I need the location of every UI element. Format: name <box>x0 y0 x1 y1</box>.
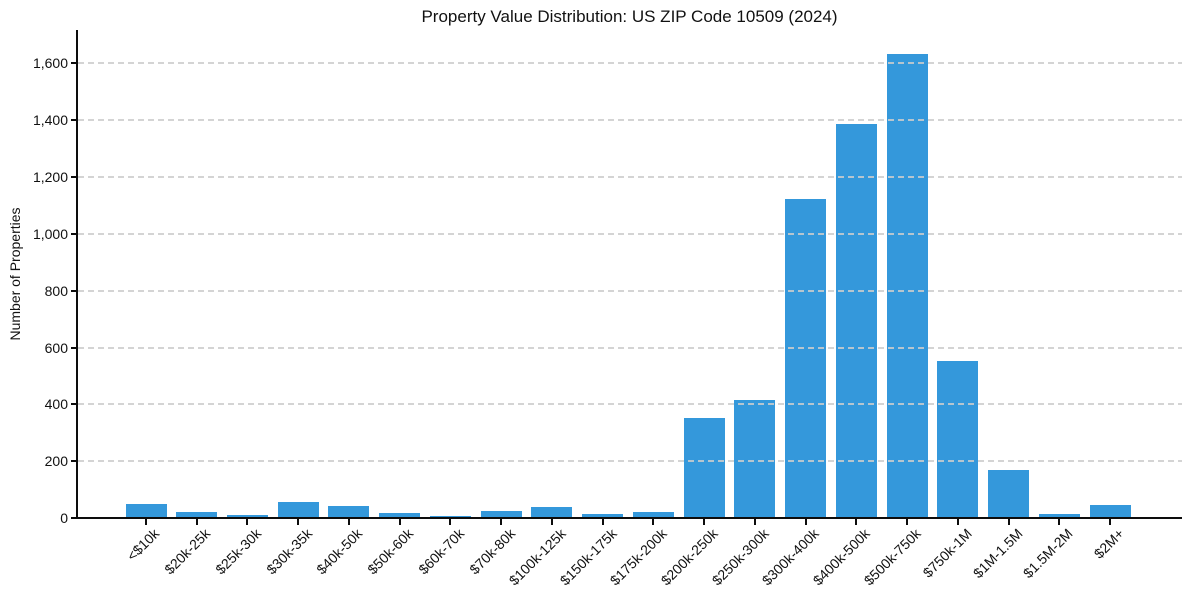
x-tick-mark <box>652 519 655 525</box>
gridline-400 <box>78 403 1182 406</box>
x-tick-mark <box>1058 519 1061 525</box>
x-tick-mark <box>398 519 401 525</box>
x-tick-label: $2M+ <box>1090 525 1127 562</box>
x-tick-label: $750k-1M <box>919 525 975 581</box>
x-tick-mark <box>347 519 350 525</box>
bar-$60k-70k <box>429 516 471 518</box>
y-tick-label: 1,400 <box>32 112 68 129</box>
y-tick-mark <box>71 289 76 292</box>
bar-$1M-1.5M <box>988 469 1030 518</box>
x-tick-mark <box>246 519 249 525</box>
y-tick-label: 1,200 <box>32 169 68 186</box>
y-tick-label: 1,000 <box>32 225 68 242</box>
x-tick-mark <box>804 519 807 525</box>
x-tick-label: $1M-1.5M <box>969 525 1026 582</box>
bar-$250k-300k <box>734 400 776 518</box>
x-tick-mark <box>145 519 147 525</box>
bar-$150k-175k <box>582 513 624 518</box>
bar-$30k-35k <box>277 502 319 518</box>
bar-$200k-250k <box>683 417 725 518</box>
gridline-200 <box>78 460 1182 463</box>
bar-$500k-750k <box>886 54 928 518</box>
bar-$750k-1M <box>937 361 979 518</box>
x-tick-label: $1.5M-2M <box>1020 525 1076 582</box>
y-tick-label: 0 <box>60 510 68 526</box>
y-tick-label: 200 <box>44 453 68 470</box>
y-tick-mark <box>71 119 76 122</box>
bar-$40k-50k <box>328 506 370 518</box>
gridline-1,000 <box>78 232 1182 235</box>
y-tick-mark <box>71 232 76 235</box>
x-axis-spine <box>76 517 1182 519</box>
x-tick-mark <box>956 519 959 525</box>
x-tick-mark <box>449 519 452 525</box>
x-tick-label: $40k-50k <box>313 525 366 578</box>
x-tick-mark <box>855 519 858 525</box>
bar-<$10k <box>125 504 167 518</box>
x-tick-label: $50k-60k <box>364 525 417 578</box>
bar-$25k-30k <box>226 515 268 518</box>
gridline-800 <box>78 289 1182 292</box>
gridline-1,200 <box>78 176 1182 179</box>
bar-$2M+ <box>1089 504 1131 518</box>
x-tick-mark <box>550 519 553 525</box>
y-tick-label: 800 <box>44 282 68 299</box>
y-tick-mark <box>71 62 76 65</box>
bar-$400k-500k <box>835 124 877 518</box>
x-tick-mark <box>906 519 909 525</box>
x-tick-mark <box>297 519 300 525</box>
x-tick-mark <box>601 519 604 525</box>
bar-$175k-200k <box>632 512 674 518</box>
x-tick-mark <box>195 519 198 525</box>
gridline-600 <box>78 346 1182 349</box>
x-tick-label: $20k-25k <box>161 525 214 578</box>
bar-$100k-125k <box>531 507 573 518</box>
bar-$300k-400k <box>785 198 827 518</box>
x-tick-label: $30k-35k <box>262 525 315 578</box>
bar-$70k-80k <box>480 510 522 518</box>
bar-$50k-60k <box>379 512 421 518</box>
x-tick-mark <box>753 519 756 525</box>
y-tick-mark <box>71 346 76 349</box>
gridline-1,600 <box>78 62 1182 65</box>
bar-$1.5M-2M <box>1038 514 1080 518</box>
x-tick-mark <box>1109 519 1112 525</box>
y-axis-spine <box>76 30 78 519</box>
y-tick-label: 600 <box>44 339 68 356</box>
y-tick-mark <box>71 517 76 519</box>
bar-$20k-25k <box>176 511 218 518</box>
chart-title: Property Value Distribution: US ZIP Code… <box>421 7 838 26</box>
x-tick-label: <$10k <box>124 525 163 564</box>
x-tick-mark <box>703 519 706 525</box>
y-tick-label: 400 <box>44 396 68 413</box>
y-tick-mark <box>71 460 76 463</box>
gridline-1,400 <box>78 119 1182 122</box>
x-tick-label: $70k-80k <box>465 525 518 578</box>
x-tick-mark <box>500 519 503 525</box>
y-tick-label: 1,600 <box>32 55 68 72</box>
x-tick-label: $60k-70k <box>415 525 468 578</box>
y-tick-mark <box>71 176 76 179</box>
x-tick-label: $25k-30k <box>212 525 265 578</box>
x-tick-mark <box>1007 519 1010 525</box>
y-tick-mark <box>71 403 76 406</box>
